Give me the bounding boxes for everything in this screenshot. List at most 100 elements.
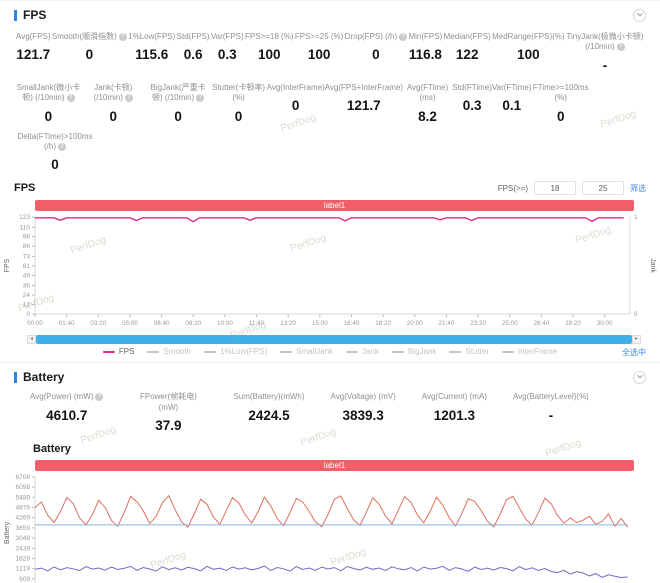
fps-metrics-row-2: SmallJank(微小卡顿) (/10min)? 0 Jank(卡顿) (/10m… <box>0 73 660 124</box>
fps-chart-title: FPS <box>14 182 36 195</box>
battery-chart-svg: 6708 6098 5489 4879 4269 3659 3049 2439 1829 1219… <box>4 474 629 583</box>
battery-panel-title: Battery <box>23 370 65 385</box>
svg-text:15:00: 15:00 <box>312 320 328 327</box>
legend-item-bigjank[interactable]: BigJank <box>391 347 436 356</box>
metric-label: Avg(Voltage) (mV) <box>330 392 396 402</box>
battery-chart-plot-area[interactable]: 6708 6098 5489 4879 4269 3659 3049 2439 1829 1219… <box>0 472 660 583</box>
metric: MedRange(FPS)(%) 100 <box>492 32 564 62</box>
metric-value: 0 <box>234 108 243 124</box>
metric: Jank(卡顿) (/10min)? 0 <box>81 83 146 124</box>
scrollbar-right-arrow[interactable]: ▸ <box>632 334 641 344</box>
metric: FTime>=100ms (%) 0 <box>532 83 591 124</box>
battery-chart-title: Battery <box>33 443 71 456</box>
fps-filter-apply-link[interactable]: 筛选 <box>630 183 646 193</box>
fps-select-all-link[interactable]: 全选中 <box>622 348 646 358</box>
metric-value: 0 <box>51 157 59 173</box>
metric-label: Std(FPS) <box>176 32 210 41</box>
info-icon[interactable]: ? <box>196 94 205 103</box>
metric: Var(FTime) 0.1 <box>492 83 532 113</box>
metric-label: FTime>=100ms (%) <box>532 82 589 103</box>
legend-item-interframe[interactable]: InterFrame <box>502 347 557 356</box>
fps-chart-header: FPS FPS(>=) 筛选 <box>0 181 660 196</box>
metric: Avg(FPS+InterFrame) 121.7 <box>325 83 403 113</box>
metric: Std(FTime) 0.3 <box>452 83 492 113</box>
fps-filter-max-input[interactable] <box>582 181 624 196</box>
metric-label: Var(FPS) <box>210 32 244 41</box>
info-icon[interactable]: ? <box>399 33 408 41</box>
metric-value: 37.9 <box>155 418 182 434</box>
metric-value: 115.6 <box>135 47 169 63</box>
info-icon[interactable]: ? <box>58 142 66 151</box>
metric-label: Avg(BatteryLevel)(%) <box>512 392 589 402</box>
info-icon[interactable]: ? <box>118 33 127 41</box>
legend-label: Stutter <box>465 347 489 357</box>
metric-value: 0.1 <box>502 98 522 114</box>
metric: Avg(Current) (mA) 1201.3 <box>422 392 487 422</box>
metric: 1%Low(FPS) 115.6 <box>128 32 175 62</box>
metric: Avg(Power) (mW)? 4610.7 <box>30 392 104 423</box>
svg-text:Battery: Battery <box>4 522 11 545</box>
legend-item-jank[interactable]: Jank <box>346 347 379 356</box>
svg-text:98: 98 <box>23 234 31 241</box>
metric: Avg(BatteryLevel)(%) - <box>513 392 589 422</box>
metric-value: 100 <box>517 47 540 63</box>
svg-text:FPS: FPS <box>4 259 11 273</box>
svg-text:49: 49 <box>23 273 31 280</box>
metric-label: TinyJank(极微小卡顿) (/10min)? <box>566 32 644 52</box>
metric: FPS>=18 (%) 100 <box>245 32 293 62</box>
fps-chart-scrollbar[interactable]: ◂ ▸ <box>27 334 641 344</box>
metric: Delta(FTime)>100ms (/h)? 0 <box>16 132 94 173</box>
legend-item-fps[interactable]: FPS <box>102 347 135 357</box>
legend-label: Smooth <box>163 347 192 357</box>
svg-text:03:20: 03:20 <box>90 320 106 327</box>
legend-marker <box>449 350 462 354</box>
scrollbar-left-arrow[interactable]: ◂ <box>27 334 36 344</box>
scrollbar-track[interactable] <box>36 334 632 344</box>
svg-text:11:40: 11:40 <box>249 320 265 327</box>
info-icon[interactable]: ? <box>124 94 133 103</box>
fps-metrics-row-3: Delta(FTime)>100ms (/h)? 0 <box>0 124 660 173</box>
metric-value: - <box>548 407 554 423</box>
svg-text:4879: 4879 <box>16 505 31 512</box>
metric-value: 0 <box>85 47 94 63</box>
metric-label: Avg(FPS+InterFrame) <box>324 82 404 92</box>
fps-chart-label-banner: label1 <box>35 200 634 212</box>
legend-item-stutter[interactable]: Stutter <box>449 347 489 356</box>
fps-filter-min-input[interactable] <box>534 181 576 196</box>
metric-value: 122 <box>455 47 479 63</box>
metric-value: 0.3 <box>217 47 237 63</box>
metric: FPS>=25 (%) 100 <box>295 32 343 62</box>
metric-label: Delta(FTime)>100ms (/h)? <box>17 131 93 151</box>
chevron-down-icon <box>636 10 643 17</box>
metric-value: 0 <box>174 108 182 124</box>
collapse-fps-button[interactable] <box>633 8 646 22</box>
legend-item-smooth[interactable]: Smooth <box>147 347 191 356</box>
legend-item-1-low-fps-[interactable]: 1%Low(FPS) <box>204 347 267 356</box>
metric: Stutter(卡顿率) (%) 0 <box>210 83 266 124</box>
info-icon[interactable]: ? <box>616 43 625 52</box>
svg-text:30:00: 30:00 <box>597 320 613 327</box>
info-icon[interactable]: ? <box>66 94 75 103</box>
metric: Min(FPS) 116.8 <box>408 32 442 62</box>
metric: Avg(Voltage) (mV) 3839.3 <box>331 392 396 422</box>
metric-label: 1%Low(FPS) <box>128 32 176 41</box>
metric-label: Median(FPS) <box>443 32 491 41</box>
legend-label: FPS <box>118 347 135 357</box>
svg-text:23:20: 23:20 <box>470 320 486 327</box>
info-icon[interactable]: ? <box>95 393 104 402</box>
fps-chart-plot-area[interactable]: 123 110 98 86 73 61 49 36 24 12 0 1 0 FPS Jank 00:00 01:… <box>0 212 660 334</box>
metric-label: FPower(帧耗电) (mW) <box>139 392 197 412</box>
legend-marker <box>204 350 217 354</box>
legend-item-smalljank[interactable]: SmallJank <box>280 347 333 356</box>
svg-text:28:20: 28:20 <box>565 320 581 327</box>
svg-text:18:20: 18:20 <box>375 320 391 327</box>
svg-text:36: 36 <box>23 283 31 290</box>
legend-marker <box>147 350 160 354</box>
collapse-battery-button[interactable] <box>633 370 646 384</box>
metric-value: 1201.3 <box>433 407 476 423</box>
metric-label: Avg(InterFrame) <box>266 82 325 92</box>
metric: Avg(FPS) 121.7 <box>16 32 51 62</box>
metric-value: 0 <box>291 98 300 114</box>
metric-label: Avg(FTime) (ms) <box>406 82 449 103</box>
battery-panel: Battery Avg(Power) (mW)? 4610.7 FPower(帧耗电… <box>0 362 660 583</box>
